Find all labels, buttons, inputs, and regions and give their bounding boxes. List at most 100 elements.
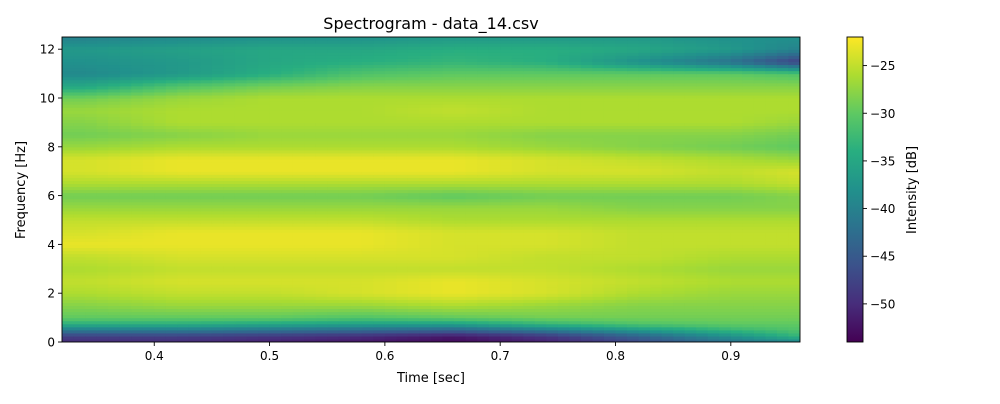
heatmap-cell: [154, 271, 167, 276]
heatmap-cell: [281, 210, 294, 215]
heatmap-cell: [304, 149, 317, 154]
heatmap-cell: [407, 229, 421, 233]
heatmap-cell: [742, 116, 755, 120]
heatmap-cell: [315, 302, 328, 306]
heatmap-cell: [177, 253, 190, 258]
heatmap-cell: [730, 338, 743, 342]
heatmap-cell: [350, 326, 363, 331]
heatmap-cell: [258, 323, 271, 328]
heatmap-cell: [753, 281, 766, 285]
heatmap-cell: [592, 323, 605, 328]
heatmap-cell: [234, 265, 248, 270]
heatmap-cell: [315, 171, 328, 175]
heatmap-cell: [603, 317, 617, 322]
heatmap-cell: [258, 247, 271, 252]
heatmap-cell: [85, 250, 98, 255]
heatmap-cell: [188, 320, 201, 325]
heatmap-cell: [488, 113, 501, 117]
heatmap-cell: [592, 250, 605, 255]
heatmap-cell: [177, 140, 190, 145]
heatmap-cell: [304, 143, 317, 148]
heatmap-cell: [431, 238, 444, 242]
heatmap-cell: [304, 308, 317, 313]
heatmap-cell: [719, 338, 732, 342]
heatmap-cell: [142, 262, 155, 267]
heatmap-cell: [788, 277, 800, 282]
heatmap-cell: [419, 165, 432, 169]
heatmap-cell: [419, 271, 432, 276]
heatmap-cell: [534, 259, 547, 264]
heatmap-cell: [638, 311, 651, 316]
heatmap-cell: [661, 238, 674, 242]
heatmap-cell: [131, 241, 144, 245]
heatmap-cell: [730, 220, 743, 224]
heatmap-cell: [638, 110, 651, 114]
heatmap-cell: [223, 244, 236, 249]
heatmap-cell: [707, 216, 720, 221]
heatmap-cell: [211, 302, 225, 306]
heatmap-cell: [200, 235, 213, 239]
heatmap-cell: [246, 284, 259, 288]
heatmap-cell: [142, 213, 155, 218]
heatmap-cell: [477, 323, 490, 328]
heatmap-cell: [431, 131, 444, 136]
heatmap-cell: [776, 177, 790, 181]
heatmap-cell: [142, 253, 155, 258]
heatmap-cell: [188, 281, 201, 285]
heatmap-cell: [465, 165, 478, 169]
heatmap-cell: [730, 186, 743, 191]
heatmap-cell: [281, 226, 294, 230]
heatmap-cell: [407, 201, 421, 206]
heatmap-cell: [407, 198, 421, 203]
heatmap-cell: [580, 131, 594, 136]
heatmap-cell: [431, 259, 444, 264]
heatmap-cell: [211, 149, 225, 154]
heatmap-cell: [592, 262, 605, 267]
heatmap-cell: [177, 262, 190, 267]
heatmap-cell: [350, 226, 363, 230]
heatmap-cell: [627, 235, 640, 239]
heatmap-cell: [315, 165, 328, 169]
heatmap-cell: [396, 143, 409, 148]
heatmap-cell: [234, 223, 248, 227]
heatmap-cell: [223, 232, 236, 236]
heatmap-cell: [269, 116, 282, 120]
heatmap-cell: [188, 305, 201, 310]
heatmap-cell: [615, 335, 628, 340]
heatmap-cell: [719, 232, 732, 236]
heatmap-cell: [108, 299, 121, 303]
heatmap-cell: [580, 177, 594, 181]
heatmap-cell: [315, 290, 328, 294]
heatmap-cell: [684, 201, 697, 206]
heatmap-cell: [650, 308, 663, 313]
heatmap-cell: [373, 110, 386, 114]
heatmap-cell: [200, 155, 213, 160]
heatmap-cell: [511, 277, 524, 282]
heatmap-cell: [223, 143, 236, 148]
heatmap-cell: [315, 299, 328, 303]
heatmap-cell: [327, 293, 340, 297]
heatmap-cell: [327, 338, 340, 342]
heatmap-cell: [661, 250, 674, 255]
heatmap-cell: [719, 296, 732, 300]
heatmap-cell: [361, 125, 374, 130]
heatmap-cell: [534, 137, 547, 142]
heatmap-cell: [327, 140, 340, 145]
heatmap-cell: [304, 107, 317, 111]
heatmap-cell: [546, 299, 559, 303]
heatmap-cell: [407, 143, 421, 148]
heatmap-cell: [315, 314, 328, 319]
heatmap-cell: [603, 192, 617, 197]
heatmap-cell: [142, 107, 155, 111]
heatmap-cell: [350, 338, 363, 342]
heatmap-cell: [177, 195, 190, 200]
heatmap-cell: [154, 186, 167, 191]
heatmap-cell: [419, 332, 432, 337]
heatmap-cell: [200, 247, 213, 252]
heatmap-cell: [719, 216, 732, 221]
heatmap-cell: [223, 265, 236, 270]
heatmap-cell: [338, 250, 351, 255]
heatmap-cell: [557, 253, 570, 258]
heatmap-cell: [650, 131, 663, 136]
heatmap-cell: [442, 311, 455, 316]
